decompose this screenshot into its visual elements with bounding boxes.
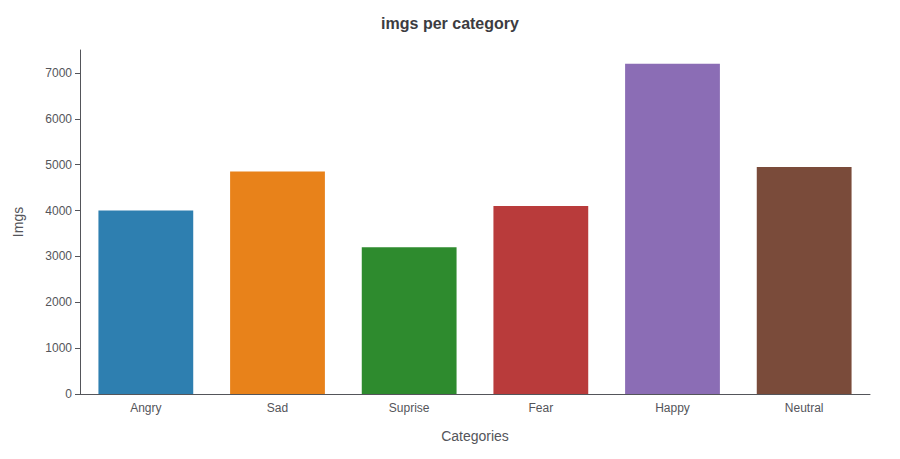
svg-text:Fear: Fear: [528, 401, 553, 415]
svg-text:4000: 4000: [45, 204, 72, 218]
svg-text:1000: 1000: [45, 341, 72, 355]
svg-text:Categories: Categories: [441, 428, 509, 444]
svg-text:Happy: Happy: [655, 401, 690, 415]
svg-text:Angry: Angry: [130, 401, 161, 415]
svg-text:3000: 3000: [45, 249, 72, 263]
svg-text:Imgs: Imgs: [10, 207, 26, 237]
svg-text:imgs per category: imgs per category: [381, 15, 519, 32]
svg-text:7000: 7000: [45, 66, 72, 80]
svg-text:Neutral: Neutral: [785, 401, 824, 415]
svg-text:5000: 5000: [45, 158, 72, 172]
svg-text:0: 0: [65, 387, 72, 401]
svg-text:Sad: Sad: [267, 401, 288, 415]
svg-text:Suprise: Suprise: [389, 401, 430, 415]
svg-text:2000: 2000: [45, 295, 72, 309]
svg-text:6000: 6000: [45, 112, 72, 126]
